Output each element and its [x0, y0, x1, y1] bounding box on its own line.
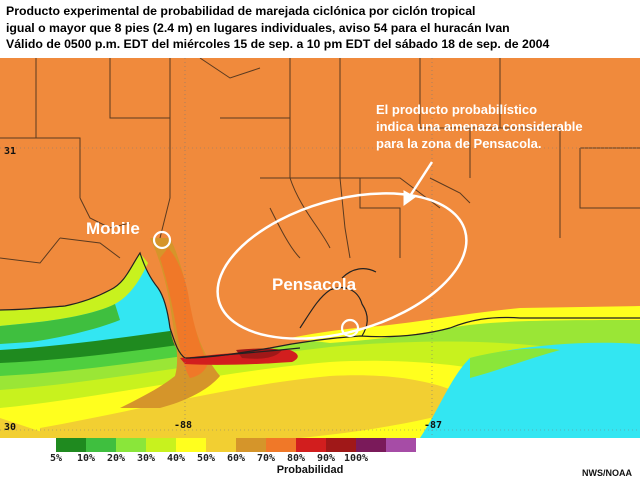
- annotation-line-3: para la zona de Pensacola.: [376, 136, 541, 151]
- lat-label-31: 31: [4, 146, 16, 157]
- title-line-2: igual o mayor que 8 pies (2.4 m) en luga…: [6, 20, 510, 35]
- land: [0, 58, 640, 358]
- legend-swatch: [296, 438, 326, 452]
- legend-swatch: [116, 438, 146, 452]
- legend-tick-label: 50%: [196, 453, 216, 464]
- legend-swatch: [236, 438, 266, 452]
- annotation-line-1: El producto probabilístico: [376, 102, 537, 117]
- title-line-3: Válido de 0500 p.m. EDT del miércoles 15…: [6, 37, 550, 51]
- city-label-mobile: Mobile: [86, 219, 140, 238]
- legend-swatch: [206, 438, 236, 452]
- legend-tick-label: 90%: [316, 453, 336, 464]
- legend-tick-label: 20%: [106, 453, 126, 464]
- legend-tick-label: 80%: [286, 453, 306, 464]
- legend-tick-label: 40%: [166, 453, 186, 464]
- legend-swatch: [56, 438, 86, 452]
- coastline: [0, 251, 640, 359]
- legend-title: Probabilidad: [276, 464, 344, 476]
- graticule: [0, 58, 640, 438]
- legend-tick-label: 5%: [49, 453, 63, 464]
- boundaries: [0, 58, 640, 264]
- legend-tick-label: 70%: [256, 453, 276, 464]
- credit-label: NWS/NOAA: [582, 468, 632, 478]
- lon-label-88: -88: [174, 420, 192, 431]
- legend-tick-label: 30%: [136, 453, 156, 464]
- legend-swatch: [326, 438, 356, 452]
- lon-label-87: -87: [424, 420, 442, 431]
- legend-swatch: [356, 438, 386, 452]
- title-block: Producto experimental de probabilidad de…: [0, 0, 640, 58]
- legend-tick-label: 100%: [343, 453, 369, 464]
- lat-label-30: 30: [4, 422, 16, 433]
- legend-color-bar: [56, 438, 416, 452]
- annotation-text: El producto probabilístico indica una am…: [376, 102, 583, 151]
- mobile-marker: [152, 230, 172, 250]
- annotation-line-2: indica una amenaza considerable: [376, 119, 583, 134]
- legend-tick-label: 60%: [226, 453, 246, 464]
- annotation-arrow: [403, 161, 434, 206]
- legend-tick-label: 10%: [76, 453, 96, 464]
- surge-probability-map: 31 30 -88 -87 Mobile Pensacola El produc…: [0, 58, 640, 438]
- probability-legend: 5% 10% 20% 30% 40% 50% 60% 70% 80% 90% 100% Probab…: [0, 438, 640, 480]
- map-svg: 31 30 -88 -87 Mobile Pensacola El produc…: [0, 58, 640, 438]
- legend-swatch: [146, 438, 176, 452]
- threat-ellipse: [216, 192, 468, 340]
- legend-swatch: [266, 438, 296, 452]
- coastal-fringe-west: [0, 253, 148, 326]
- legend-swatch: [176, 438, 206, 452]
- title-line-1: Producto experimental de probabilidad de…: [6, 4, 476, 18]
- legend-swatch: [86, 438, 116, 452]
- pensacola-marker: [340, 318, 360, 338]
- legend-swatch: [386, 438, 416, 452]
- band-50: [40, 375, 480, 438]
- coastal-fringe-east: [290, 306, 640, 343]
- city-label-pensacola: Pensacola: [272, 275, 357, 294]
